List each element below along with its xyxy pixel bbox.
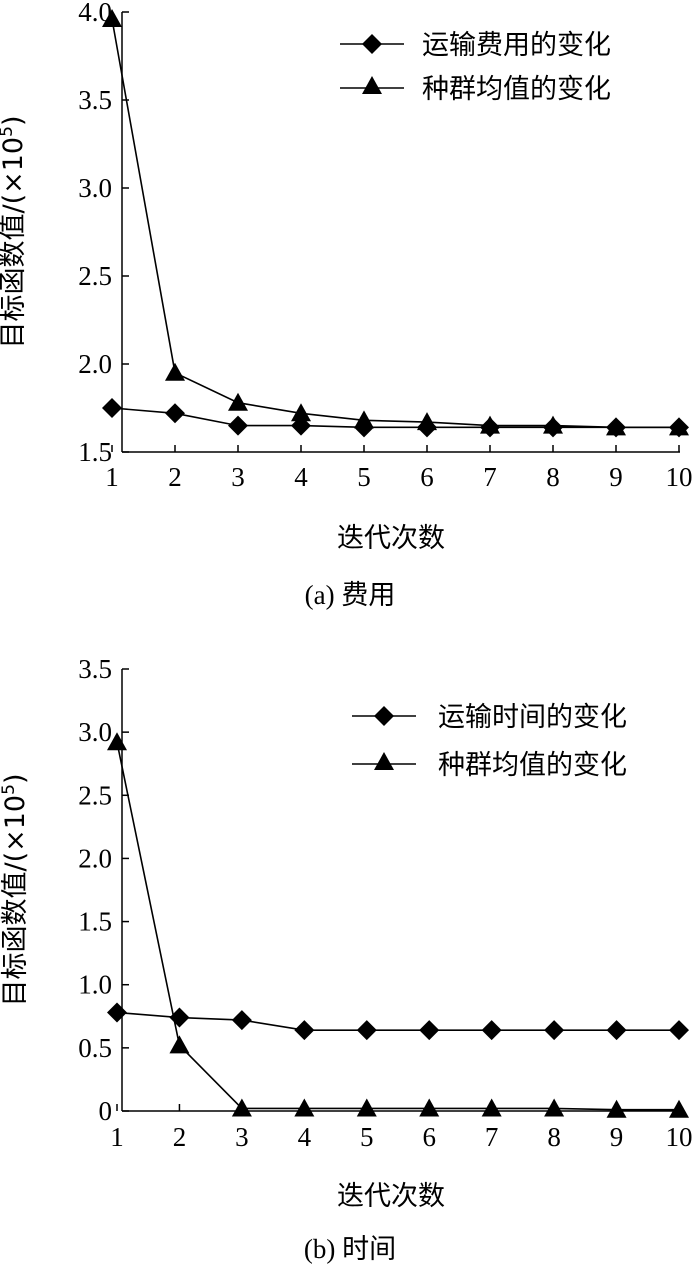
data-point-triangle <box>356 1098 377 1117</box>
data-point-diamond <box>669 1020 689 1041</box>
y-tick-label: 1.0 <box>78 970 112 1000</box>
series-line-2 <box>116 742 679 1111</box>
y-tick-label: 3.5 <box>78 654 112 684</box>
y-tick-label: 0 <box>99 1096 113 1126</box>
x-tick-label: 6 <box>420 462 434 492</box>
data-point-triangle <box>291 403 311 422</box>
data-point-triangle <box>419 1098 440 1117</box>
data-point-diamond <box>102 398 122 418</box>
data-point-triangle <box>606 1099 627 1118</box>
x-tick-label: 1 <box>110 1122 124 1152</box>
data-point-diamond <box>231 1010 252 1031</box>
x-tick-label: 3 <box>235 1122 249 1152</box>
legend-marker-diamond <box>362 34 382 54</box>
legend-label: 种群均值的变化 <box>422 74 611 105</box>
data-point-diamond <box>107 1002 127 1023</box>
legend-label: 种群均值的变化 <box>438 750 627 781</box>
data-point-triangle <box>354 410 374 429</box>
x-tick-label: 5 <box>357 462 371 492</box>
x-tick-label: 2 <box>173 1122 187 1152</box>
x-tick-label: 3 <box>231 462 245 492</box>
data-point-diamond <box>294 1020 315 1041</box>
x-tick-label: 8 <box>547 1122 561 1152</box>
legend-label: 运输费用的变化 <box>422 30 611 61</box>
series-line-1 <box>111 407 679 429</box>
legend-marker-triangle <box>374 752 394 770</box>
chart-a-cost: 1.52.02.53.03.54.01 2 3 4 5 6 7 8 9 10迭代次数目标函数值/(… <box>0 0 693 610</box>
data-point-triangle <box>481 1098 502 1117</box>
data-point-diamond <box>228 415 248 436</box>
y-tick-label: 2.5 <box>78 261 112 291</box>
y-axis-title: 目标函数值/(×105) <box>0 774 31 1007</box>
x-tick-label: 7 <box>483 462 497 492</box>
y-tick-label: 3.0 <box>78 717 112 747</box>
data-point-triangle <box>543 415 563 434</box>
data-point-triangle <box>669 1099 689 1118</box>
y-tick-label: 3.0 <box>78 173 112 203</box>
y-tick-label: 2.0 <box>78 349 112 379</box>
data-point-triangle <box>165 362 185 381</box>
legend-marker-diamond <box>374 706 394 726</box>
y-tick-label: 2.5 <box>78 780 112 810</box>
x-tick-label: 6 <box>422 1122 436 1152</box>
x-axis-title: 迭代次数 <box>337 523 445 554</box>
data-point-triangle <box>102 9 122 28</box>
x-tick-label: 2 <box>168 462 182 492</box>
data-point-triangle <box>294 1098 315 1117</box>
y-tick-label: 1.5 <box>78 437 112 467</box>
x-tick-label: 9 <box>610 1122 624 1152</box>
y-axis-title-close: ) <box>0 116 29 127</box>
x-axis-title: 迭代次数 <box>337 1181 445 1212</box>
data-point-diamond <box>419 1020 440 1041</box>
data-point-triangle <box>228 392 248 411</box>
x-tick-label: 5 <box>360 1122 374 1152</box>
data-point-triangle <box>107 732 127 751</box>
x-tick-label: 4 <box>298 1122 312 1152</box>
series-line-2 <box>111 18 679 429</box>
x-tick-label: 10 <box>666 462 693 492</box>
y-axis-title-exponent: 5 <box>0 784 19 795</box>
y-axis-title: 目标函数值/(×105) <box>0 116 29 349</box>
series-line-1 <box>116 1011 679 1031</box>
data-point-triangle <box>480 415 500 434</box>
x-tick-label: 9 <box>609 462 623 492</box>
y-tick-label: 1.5 <box>78 907 112 937</box>
data-point-triangle <box>231 1098 252 1117</box>
chart-b-time: 0 0.5 1.0 1.5 2.0 2.5 3.0 3.5 1 2 3 4 5 6 7 8 9 10 迭代次数 目标函… <box>0 654 693 1264</box>
data-point-diamond <box>165 403 185 424</box>
data-point-diamond <box>356 1020 377 1041</box>
y-tick-label: 2.0 <box>78 843 112 873</box>
data-point-triangle <box>606 417 626 436</box>
x-tick-label: 1 <box>105 462 119 492</box>
legend-label: 运输时间的变化 <box>438 702 627 733</box>
data-point-diamond <box>544 1020 565 1041</box>
data-point-diamond <box>481 1020 502 1041</box>
y-axis-title-exponent: 5 <box>0 126 17 137</box>
x-tick-label: 7 <box>485 1122 499 1152</box>
y-tick-label: 0.5 <box>78 1033 112 1063</box>
legend-marker-triangle <box>362 76 382 94</box>
data-point-triangle <box>669 417 689 436</box>
data-point-triangle <box>544 1098 565 1117</box>
x-tick-label: 8 <box>546 462 560 492</box>
chart-caption: (a) 费用 <box>305 580 396 610</box>
y-tick-label: 3.5 <box>78 85 112 115</box>
chart-caption: (b) 时间 <box>304 1234 396 1264</box>
data-point-diamond <box>606 1020 627 1041</box>
x-tick-label: 10 <box>666 1122 693 1152</box>
y-axis-title-close: ) <box>0 774 31 785</box>
x-tick-label: 4 <box>294 462 308 492</box>
data-point-triangle <box>417 412 437 431</box>
data-point-triangle <box>169 1035 190 1054</box>
